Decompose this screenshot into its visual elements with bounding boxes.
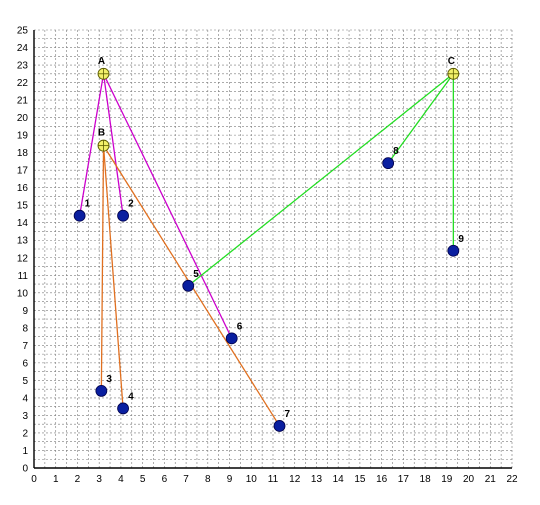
point-8-label: 8 [393, 146, 399, 157]
x-tick-label: 0 [31, 474, 37, 485]
connection-line-a-6 [102, 73, 233, 339]
x-tick-label: 10 [246, 474, 258, 485]
x-tick-label: 16 [376, 474, 388, 485]
y-tick-label: 2 [22, 428, 28, 439]
x-tick-label: 19 [441, 474, 453, 485]
hub-b-label: B [98, 128, 105, 139]
connection-line-b-4 [102, 145, 124, 409]
point-label-layer: 1 2 3 4 5 6 7 8 9 A B C [85, 56, 465, 420]
y-tick-label: 24 [17, 43, 29, 54]
x-tick-label: 21 [485, 474, 497, 485]
point-7-marker [273, 420, 286, 432]
y-tick-label: 22 [17, 78, 29, 89]
y-tick-label: 4 [22, 393, 28, 404]
y-tick-label: 7 [22, 341, 28, 352]
point-3-marker [95, 385, 108, 397]
point-6-label: 6 [237, 321, 243, 332]
y-tick-label: 20 [17, 113, 29, 124]
connection-line-b-3 [100, 145, 105, 391]
x-tick-label: 22 [506, 474, 518, 485]
x-tick-label: 2 [75, 474, 81, 485]
y-tick-label: 18 [17, 148, 29, 159]
point-1-label: 1 [85, 199, 91, 210]
y-tick-label: 13 [17, 236, 29, 247]
x-tick-label: 7 [183, 474, 189, 485]
x-tick-label: 8 [205, 474, 211, 485]
y-tick-label: 3 [22, 411, 28, 422]
x-tick-label: 5 [140, 474, 146, 485]
point-6-marker [225, 332, 238, 345]
point-4-label: 4 [128, 391, 134, 402]
point-1-marker [73, 209, 86, 222]
y-tick-label: 14 [17, 218, 29, 229]
x-tick-label: 18 [420, 474, 432, 485]
y-tick-label: 15 [17, 201, 29, 212]
y-tick-label: 1 [22, 446, 28, 457]
x-tick-label: 20 [463, 474, 475, 485]
x-tick-label: 12 [289, 474, 301, 485]
y-tick-label: 5 [22, 376, 28, 387]
y-tick-label: 21 [17, 96, 29, 107]
connection-line-a-2 [102, 73, 124, 216]
x-tick-label: 6 [162, 474, 168, 485]
hub-c-label: C [448, 56, 455, 67]
point-2-marker [117, 209, 129, 222]
connection-line-c-5 [187, 73, 454, 287]
connection-line-a-1 [78, 73, 105, 216]
y-tick-label: 23 [17, 61, 29, 72]
point-4-marker [117, 402, 129, 415]
point-7-label: 7 [285, 409, 291, 420]
point-layer [73, 67, 460, 432]
connection-line-c-8 [387, 73, 454, 164]
y-tick-label: 19 [17, 131, 29, 142]
x-tick-label: 4 [118, 474, 124, 485]
y-tick-label: 0 [22, 464, 28, 475]
y-tick-label: 11 [18, 271, 29, 282]
axis-layer [33, 30, 512, 469]
x-tick-label: 1 [53, 474, 59, 485]
point-9-marker [447, 244, 460, 257]
y-tick-label: 17 [17, 166, 29, 177]
y-tick-label: 16 [17, 183, 29, 194]
point-8-marker [382, 157, 395, 170]
y-tick-label: 12 [17, 253, 29, 264]
x-tick-label: 13 [311, 474, 323, 485]
y-tick-label: 10 [17, 288, 29, 299]
y-tick-label: 8 [22, 323, 28, 334]
x-tick-label: 15 [354, 474, 366, 485]
point-5-label: 5 [193, 269, 199, 280]
x-tick-label: 3 [96, 474, 102, 485]
x-tick-label: 9 [227, 474, 233, 485]
tick-label-layer: 0 1 2 3 4 5 6 7 8 9 10 11 12 13 14 15 16 17 18 19 20 21 220123… [17, 26, 518, 486]
grid-layer [33, 29, 513, 469]
point-3-label: 3 [106, 374, 112, 385]
point-2-label: 2 [128, 199, 134, 210]
x-tick-label: 14 [333, 474, 345, 485]
x-tick-label: 17 [398, 474, 410, 485]
point-9-label: 9 [458, 234, 464, 245]
y-tick-label: 25 [17, 26, 29, 37]
x-tick-label: 11 [268, 474, 279, 485]
y-tick-label: 9 [22, 306, 28, 317]
y-tick-label: 6 [22, 358, 28, 369]
hub-a-label: A [98, 56, 105, 67]
point-5-marker [182, 279, 195, 292]
